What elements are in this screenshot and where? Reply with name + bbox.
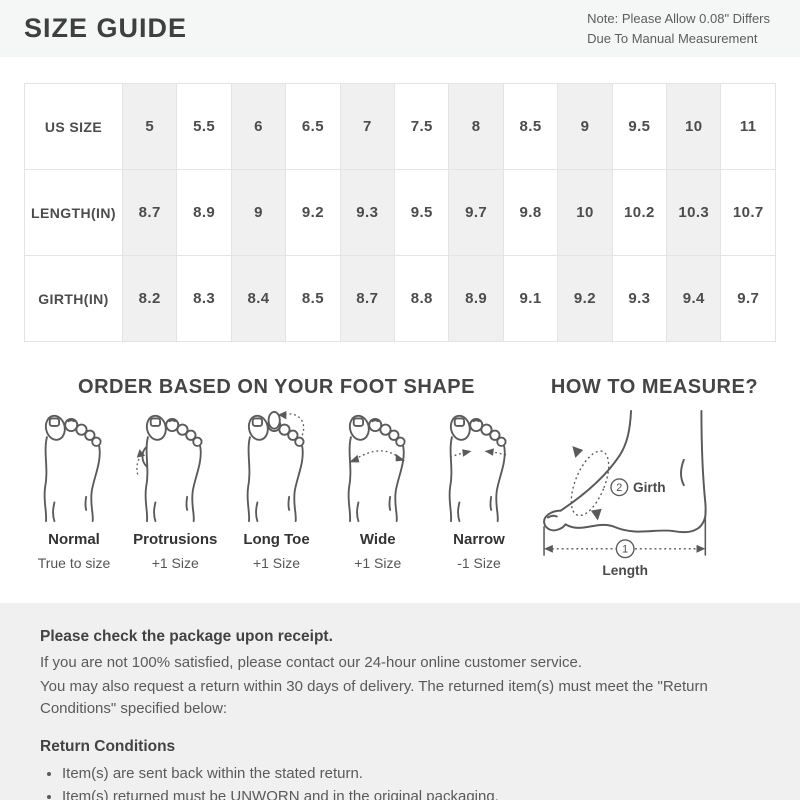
return-conditions-list: Item(s) are sent back within the stated … [40,762,760,800]
foot-normal-icon [42,413,102,523]
size-cell: 9.2 [285,169,341,256]
size-cell: 9.2 [557,255,613,342]
size-cell: 7.5 [394,83,450,170]
row-label: GIRTH(IN) [24,255,123,342]
size-table-wrap: US SIZE 5 5.5 6 6.5 7 7.5 8 8.5 9 9.5 10… [24,83,776,342]
size-cell: 5 [121,83,178,170]
size-cell: 8.2 [121,255,178,342]
measurement-note-line1: Note: Please Allow 0.08" Differs [587,11,770,26]
foot-long-toe-icon [245,411,305,523]
policy-intro-title: Please check the package upon receipt. [40,628,333,645]
table-row: GIRTH(IN) 8.2 8.3 8.4 8.5 8.7 8.8 8.9 9.… [24,255,776,342]
foot-shape-name: Wide [359,531,396,548]
foot-shape-wide: Wide +1 Size [330,411,426,571]
size-cell: 9.3 [611,255,668,342]
size-cell: 9 [557,83,613,170]
size-cell: 10.7 [720,169,776,256]
foot-shape-name: Protrusions [133,531,218,548]
size-cell: 8 [448,83,504,170]
header: SIZE GUIDE Note: Please Allow 0.08" Diff… [0,0,800,57]
foot-measure-diagram: 2 Girth 1 Length [543,409,707,578]
foot-shape-name: Narrow [453,531,505,548]
size-cell: 7 [339,83,396,170]
size-cell: 9.3 [339,169,396,256]
size-cell: 9.4 [666,255,722,342]
size-cell: 9.5 [394,169,450,256]
measurement-note: Note: Please Allow 0.08" Differs Due To … [587,9,770,48]
size-cell: 8.4 [230,255,287,342]
page-title: SIZE GUIDE [24,13,188,43]
foot-shape-advice: True to size [37,555,111,571]
size-cell: 6 [230,83,287,170]
foot-shape-heading: ORDER BASED ON YOUR FOOT SHAPE [78,376,475,398]
row-label: US SIZE [24,83,123,170]
size-cell: 8.3 [176,255,232,342]
feet-row: Normal True to size Protrusions +1 Size [24,409,529,571]
size-cell: 8.9 [448,255,504,342]
size-cell: 8.5 [502,83,559,170]
size-cell: 8.5 [285,255,341,342]
measure-section: HOW TO MEASURE? [529,376,780,588]
foot-shape-name: Long Toe [243,531,310,548]
measure-heading: HOW TO MEASURE? [550,376,759,398]
size-cell: 10 [666,83,722,170]
size-cell: 11 [720,83,776,170]
foot-narrow-icon [447,413,507,523]
return-condition-item: Item(s) are sent back within the stated … [62,762,760,785]
policy-line2: You may also request a return within 30 … [40,678,708,717]
foot-wide-icon [346,413,406,523]
size-cell: 10 [557,169,613,256]
size-cell: 9.7 [720,255,776,342]
size-cell: 8.9 [176,169,232,256]
size-cell: 10.3 [666,169,722,256]
size-cell: 9.8 [502,169,559,256]
size-cell: 8.8 [394,255,450,342]
size-cell: 5.5 [176,83,232,170]
size-cell: 10.2 [611,169,668,256]
measurement-note-line2: Due To Manual Measurement [587,30,758,46]
girth-label: Girth [633,480,666,495]
size-cell: 8.7 [121,169,178,256]
return-condition-item: Item(s) returned must be UNWORN and in t… [62,785,760,800]
size-cell: 8.7 [339,255,396,342]
foot-shape-advice: +1 Size [252,555,301,571]
size-cell: 9.1 [502,255,559,342]
size-cell: 6.5 [285,83,341,170]
return-policy-section: Please check the package upon receipt. I… [0,603,800,800]
return-conditions-title: Return Conditions [40,738,176,755]
foot-shape-advice: +1 Size [151,555,199,571]
foot-protrusions-icon [136,413,203,523]
size-cell: 9.5 [611,83,668,170]
table-row: LENGTH(IN) 8.7 8.9 9 9.2 9.3 9.5 9.7 9.8… [24,169,776,256]
foot-shape-advice: +1 Size [354,555,402,571]
size-cell: 9.7 [448,169,504,256]
foot-shape-narrow: Narrow -1 Size [431,411,527,571]
size-table: US SIZE 5 5.5 6 6.5 7 7.5 8 8.5 9 9.5 10… [24,83,776,342]
size-cell: 9 [230,169,287,256]
foot-shape-section: ORDER BASED ON YOUR FOOT SHAPE Normal Tr… [24,376,529,588]
table-row: US SIZE 5 5.5 6 6.5 7 7.5 8 8.5 9 9.5 10… [24,83,776,170]
length-label: Length [602,563,648,578]
length-number: 1 [622,544,628,556]
girth-number: 2 [616,482,622,494]
foot-shape-protrusions: Protrusions +1 Size [127,411,223,571]
foot-shape-normal: Normal True to size [26,411,122,571]
middle-section: ORDER BASED ON YOUR FOOT SHAPE Normal Tr… [0,376,800,588]
foot-shape-long-toe: Long Toe +1 Size [229,411,325,571]
row-label: LENGTH(IN) [24,169,123,256]
foot-shape-advice: -1 Size [457,555,501,571]
policy-line1: If you are not 100% satisfied, please co… [40,654,582,671]
foot-shape-name: Normal [48,531,100,548]
